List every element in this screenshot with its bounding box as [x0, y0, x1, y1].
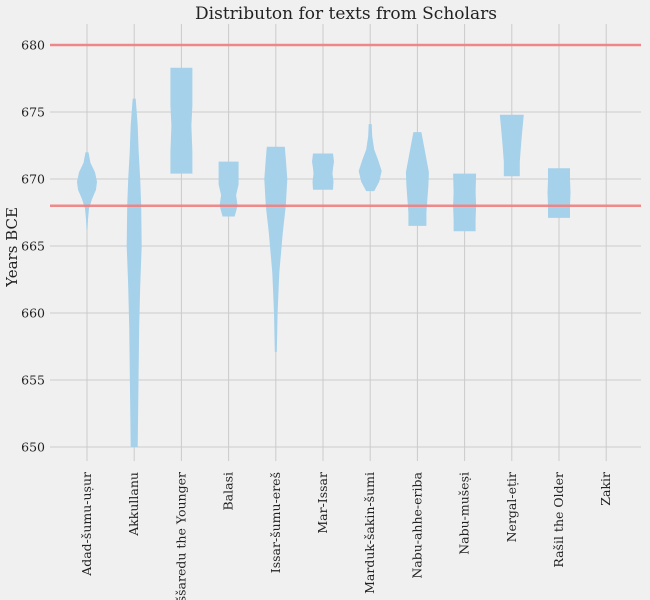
violin-3 — [218, 161, 239, 217]
x-tick-label: Aššaredu the Younger — [173, 472, 188, 600]
y-tick-label: 680 — [21, 38, 45, 53]
chart-title: Distributon for texts from Scholars — [195, 4, 497, 24]
x-tick-label: Marduk-šakin-šumi — [362, 472, 377, 594]
y-tick-label: 660 — [21, 306, 45, 321]
y-ticks: 650 655 660 665 670 675 680 — [21, 38, 45, 455]
x-ticks: Adad-šumu-uṣur Akkullanu Aššaredu the Youn… — [79, 471, 613, 600]
x-tick-label: Rašil the Older — [551, 472, 566, 568]
violins — [77, 67, 571, 447]
violin-2 — [170, 67, 193, 174]
y-tick-label: 665 — [21, 239, 45, 254]
violin-1 — [126, 98, 142, 447]
violin-8 — [453, 173, 477, 232]
violin-0 — [77, 152, 97, 230]
violin-7 — [405, 132, 429, 226]
x-tick-label: Nabu-mušeṣi — [457, 472, 472, 555]
violin-5 — [312, 153, 334, 190]
x-tick-label: Nabu-ahhe-eriba — [409, 471, 424, 578]
x-tick-label: Zakir — [598, 472, 613, 506]
y-tick-label: 655 — [21, 373, 45, 388]
violin-6 — [358, 124, 382, 192]
x-tick-label: Adad-šumu-uṣur — [79, 472, 94, 577]
x-tick-label: Issar-šumu-ereš — [268, 472, 283, 573]
x-tick-label: Akkullanu — [126, 472, 141, 537]
x-tick-label: Mar-Issar — [315, 472, 330, 534]
violin-9 — [499, 114, 524, 177]
violin-4 — [264, 146, 288, 352]
x-tick-label: Nergal-eṭir — [504, 472, 519, 542]
y-tick-label: 670 — [21, 172, 45, 187]
y-tick-label: 675 — [21, 105, 45, 120]
reference-lines — [50, 43, 641, 208]
y-tick-label: 650 — [21, 440, 45, 455]
grid — [50, 24, 641, 461]
violin-10 — [547, 168, 571, 218]
x-tick-label: Balasi — [221, 472, 236, 511]
y-axis-label: Years BCE — [3, 207, 21, 288]
